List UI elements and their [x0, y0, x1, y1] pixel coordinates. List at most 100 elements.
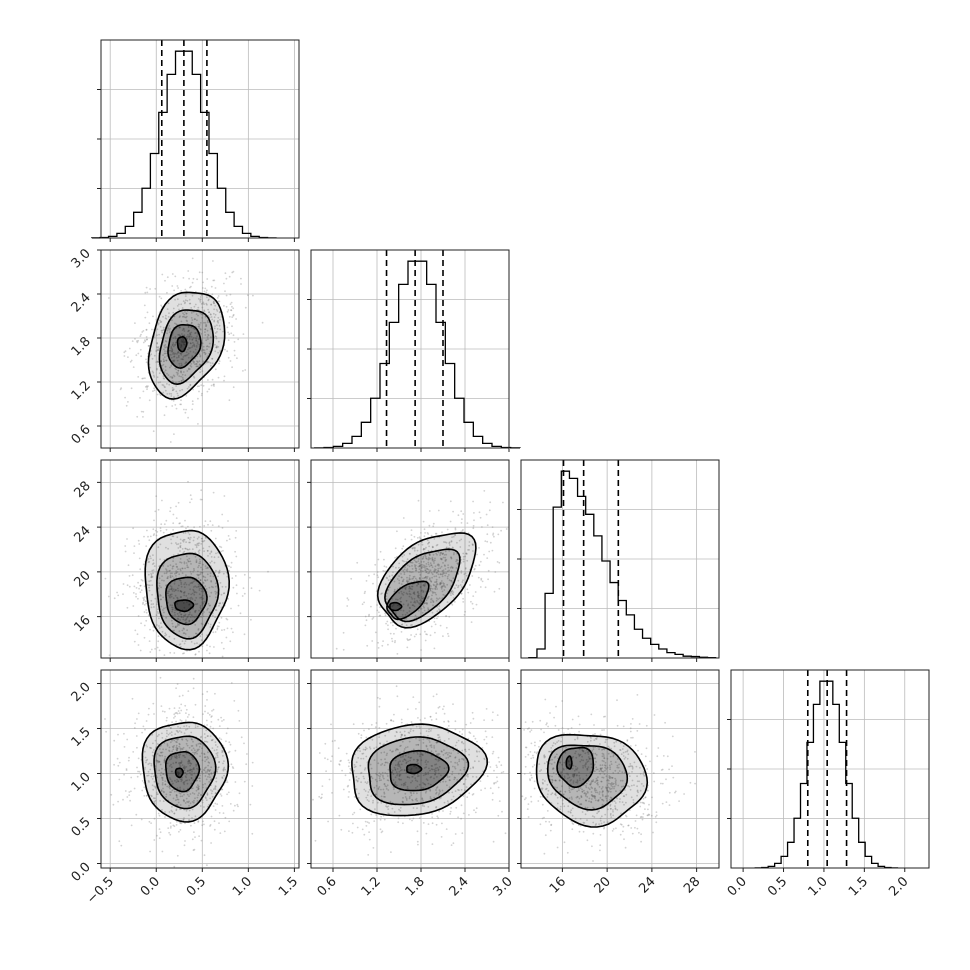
- sample-point: [184, 341, 187, 343]
- sample-point: [532, 756, 535, 759]
- sample-point: [125, 404, 128, 407]
- sample-point: [469, 584, 471, 586]
- sample-point: [128, 756, 130, 759]
- sample-point: [137, 770, 139, 773]
- sample-point: [214, 631, 217, 633]
- sample-point: [502, 771, 505, 773]
- sample-point: [165, 546, 167, 549]
- sample-point: [162, 377, 165, 379]
- sample-point: [664, 721, 666, 724]
- sample-point: [201, 313, 204, 316]
- sample-point: [547, 725, 549, 728]
- sample-point: [530, 729, 533, 731]
- density-panel-r3-c0: [104, 676, 254, 868]
- sample-point: [145, 602, 148, 605]
- sample-point: [217, 316, 220, 319]
- sample-point: [392, 720, 395, 723]
- sample-point: [229, 360, 232, 362]
- sample-point: [187, 325, 190, 328]
- sample-point: [171, 350, 173, 352]
- sample-point: [180, 703, 183, 706]
- sample-point: [204, 520, 207, 522]
- sample-point: [186, 299, 189, 302]
- sample-point: [192, 375, 195, 378]
- sample-point: [223, 282, 225, 285]
- sample-point: [175, 390, 178, 393]
- sample-point: [178, 630, 181, 633]
- sample-point: [218, 571, 221, 574]
- sample-point: [162, 326, 165, 329]
- sample-point: [526, 808, 529, 810]
- sample-point: [180, 362, 183, 365]
- sample-point: [491, 526, 494, 528]
- sample-point: [500, 771, 503, 774]
- sample-point: [130, 387, 133, 390]
- sample-point: [192, 341, 194, 344]
- sample-point: [210, 529, 213, 532]
- sample-point: [170, 356, 173, 359]
- sample-point: [230, 301, 233, 304]
- sample-point: [370, 813, 373, 816]
- sample-point: [182, 378, 184, 380]
- sample-point: [200, 622, 203, 625]
- sample-point: [156, 346, 158, 348]
- sample-point: [189, 383, 192, 386]
- sample-point: [387, 628, 389, 631]
- sample-point: [152, 559, 155, 562]
- sample-point: [225, 617, 228, 620]
- sample-point: [622, 830, 624, 833]
- sample-point: [417, 499, 420, 502]
- sample-point: [156, 349, 159, 352]
- sample-point: [212, 260, 214, 262]
- sample-point: [205, 302, 208, 305]
- sample-point: [202, 713, 204, 715]
- sample-point: [127, 564, 130, 567]
- sample-point: [201, 633, 204, 636]
- sample-point: [108, 297, 110, 299]
- sample-point: [430, 625, 433, 628]
- sample-point: [550, 823, 553, 826]
- sample-point: [207, 334, 210, 337]
- sample-point: [156, 367, 158, 370]
- sample-point: [184, 293, 187, 295]
- sample-point: [179, 315, 181, 318]
- sample-point: [195, 337, 197, 339]
- sample-point: [158, 837, 161, 840]
- sample-point: [450, 844, 453, 846]
- sample-point: [242, 587, 245, 590]
- sample-point: [190, 335, 193, 338]
- sample-point: [188, 338, 191, 341]
- sample-point: [181, 333, 183, 335]
- sample-point: [408, 818, 411, 821]
- sample-point: [351, 831, 354, 834]
- sample-point: [165, 719, 168, 722]
- sample-point: [188, 329, 190, 332]
- sample-point: [178, 830, 180, 833]
- sample-point: [206, 319, 209, 322]
- sample-point: [143, 598, 145, 600]
- sample-point: [185, 408, 188, 411]
- sample-point: [172, 529, 175, 531]
- sample-point: [202, 348, 204, 351]
- sample-point: [222, 812, 225, 814]
- sample-point: [386, 620, 389, 623]
- sample-point: [364, 624, 367, 627]
- sample-point: [225, 636, 228, 639]
- sample-point: [153, 376, 156, 378]
- sample-point: [113, 739, 116, 742]
- sample-point: [171, 350, 174, 353]
- sample-point: [187, 270, 190, 272]
- sample-point: [199, 562, 202, 565]
- sample-point: [418, 817, 421, 819]
- sample-point: [226, 350, 229, 353]
- sample-point: [156, 360, 159, 363]
- sample-point: [214, 350, 217, 353]
- sample-point: [202, 360, 205, 363]
- sample-point: [210, 313, 212, 316]
- sample-point: [153, 336, 156, 338]
- sample-point: [225, 277, 228, 280]
- sample-point: [489, 766, 492, 768]
- sample-point: [187, 356, 190, 359]
- sample-point: [133, 585, 136, 588]
- sample-point: [188, 347, 190, 349]
